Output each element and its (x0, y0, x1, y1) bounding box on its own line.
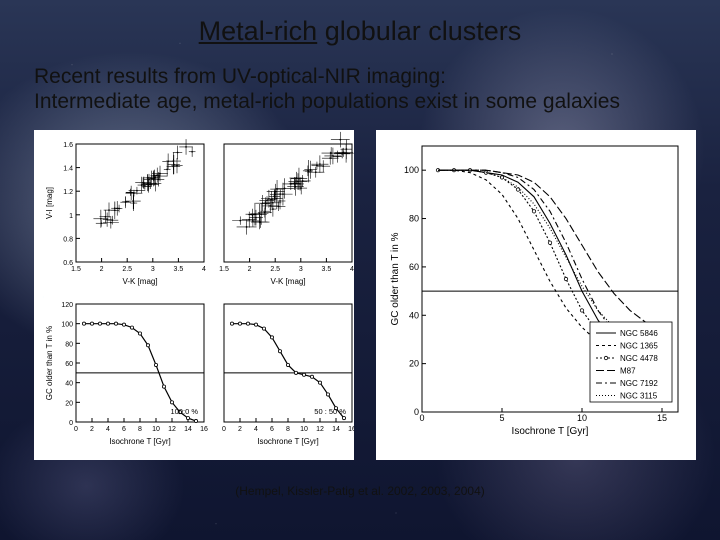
svg-text:V-I [mag]: V-I [mag] (45, 187, 54, 219)
svg-text:8: 8 (138, 426, 142, 433)
svg-text:40: 40 (65, 381, 73, 388)
svg-text:Isochrone T [Gyr]: Isochrone T [Gyr] (257, 437, 319, 446)
svg-text:60: 60 (65, 361, 73, 368)
svg-text:NGC 7192: NGC 7192 (620, 379, 658, 388)
svg-text:GC older than T in %: GC older than T in % (45, 326, 54, 400)
svg-text:4: 4 (106, 426, 110, 433)
bullet-line-2: Intermediate age, metal-rich populations… (34, 89, 620, 114)
svg-text:6: 6 (122, 426, 126, 433)
right-figure-panel: 0 5 10 15 Isochrone T [Gyr] 0 20 40 60 80 100 GC ol… (376, 130, 696, 460)
svg-text:3: 3 (151, 266, 155, 273)
svg-text:NGC 3115: NGC 3115 (620, 392, 658, 401)
svg-text:40: 40 (409, 310, 419, 320)
svg-text:1.2: 1.2 (63, 189, 73, 196)
svg-text:Isochrone T [Gyr]: Isochrone T [Gyr] (512, 426, 589, 437)
svg-text:60: 60 (409, 262, 419, 272)
svg-text:16: 16 (348, 426, 354, 433)
svg-text:14: 14 (184, 426, 192, 433)
svg-text:10: 10 (577, 413, 587, 423)
svg-text:2: 2 (100, 266, 104, 273)
svg-text:12: 12 (168, 426, 176, 433)
svg-text:16: 16 (200, 426, 208, 433)
slide-bullet: Recent results from UV-optical-NIR imagi… (34, 64, 620, 114)
svg-text:12: 12 (316, 426, 324, 433)
slide-title: Metal-rich globular clusters (0, 16, 720, 47)
svg-text:1.5: 1.5 (219, 266, 229, 273)
svg-text:V-K [mag]: V-K [mag] (270, 277, 305, 286)
svg-text:M87: M87 (620, 367, 636, 376)
svg-text:50 : 50 %: 50 : 50 % (314, 407, 346, 416)
right-figure-svg: 0 5 10 15 Isochrone T [Gyr] 0 20 40 60 80 100 GC ol… (376, 130, 696, 460)
svg-text:Isochrone T [Gyr]: Isochrone T [Gyr] (109, 437, 171, 446)
svg-text:6: 6 (270, 426, 274, 433)
svg-text:NGC 1365: NGC 1365 (620, 342, 658, 351)
svg-text:2: 2 (248, 266, 252, 273)
svg-text:2.5: 2.5 (270, 266, 280, 273)
svg-text:14: 14 (332, 426, 340, 433)
svg-text:V-K [mag]: V-K [mag] (122, 277, 157, 286)
svg-text:120: 120 (61, 302, 73, 309)
svg-text:4: 4 (350, 266, 354, 273)
slide: { "title_underlined": "Metal-rich", "tit… (0, 0, 720, 540)
svg-text:10: 10 (300, 426, 308, 433)
svg-text:0: 0 (414, 407, 419, 417)
svg-text:4: 4 (254, 426, 258, 433)
svg-text:NGC 5846: NGC 5846 (620, 329, 658, 338)
svg-text:0: 0 (74, 426, 78, 433)
svg-text:NGC 4478: NGC 4478 (620, 354, 658, 363)
svg-text:80: 80 (65, 341, 73, 348)
svg-text:4: 4 (202, 266, 206, 273)
title-underlined: Metal-rich (199, 16, 318, 46)
svg-text:0.6: 0.6 (63, 260, 73, 267)
svg-text:20: 20 (409, 359, 419, 369)
svg-text:100: 100 (61, 322, 73, 329)
svg-text:0: 0 (222, 426, 226, 433)
citation-caption: (Hempel, Kissler-Patig et al. 2002, 2003… (0, 484, 720, 498)
svg-text:0.8: 0.8 (63, 236, 73, 243)
svg-text:1.6: 1.6 (63, 142, 73, 149)
bullet-line-1: Recent results from UV-optical-NIR imagi… (34, 64, 620, 89)
svg-text:100: 100 (404, 165, 419, 175)
svg-text:100:0 %: 100:0 % (170, 407, 198, 416)
svg-text:15: 15 (657, 413, 667, 423)
svg-text:8: 8 (286, 426, 290, 433)
svg-text:3.5: 3.5 (174, 266, 184, 273)
svg-text:1.5: 1.5 (71, 266, 81, 273)
svg-text:0: 0 (69, 420, 73, 427)
svg-text:1.4: 1.4 (63, 166, 73, 173)
title-rest: globular clusters (317, 16, 521, 46)
svg-text:3.5: 3.5 (322, 266, 332, 273)
svg-text:3: 3 (299, 266, 303, 273)
svg-text:2.5: 2.5 (122, 266, 132, 273)
svg-text:1: 1 (69, 213, 73, 220)
left-figure-svg: 1.5 2 2.5 3 3.5 4 V-K [mag] 0.6 0.8 1 1.2 1.4 1.6 V-I… (34, 130, 354, 460)
svg-text:GC older than T in %: GC older than T in % (390, 232, 401, 325)
svg-text:0: 0 (419, 413, 424, 423)
svg-text:20: 20 (65, 400, 73, 407)
left-figure-panel: 1.5 2 2.5 3 3.5 4 V-K [mag] 0.6 0.8 1 1.2 1.4 1.6 V-I… (34, 130, 354, 460)
svg-text:5: 5 (499, 413, 504, 423)
svg-text:80: 80 (409, 214, 419, 224)
svg-text:2: 2 (90, 426, 94, 433)
svg-text:2: 2 (238, 426, 242, 433)
svg-text:10: 10 (152, 426, 160, 433)
